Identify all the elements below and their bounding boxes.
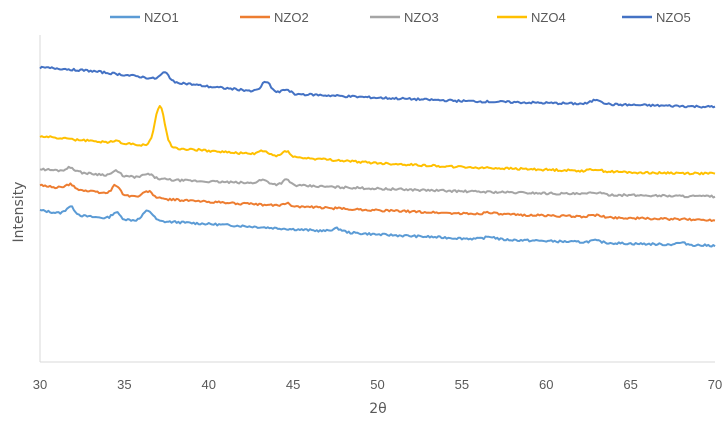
- series-line-nzo5: [39, 65, 716, 109]
- plot-area: [39, 35, 716, 363]
- x-tick-label: 35: [117, 377, 131, 392]
- x-tick-labels: 30 35 40 45 50 55 60 65 70: [33, 377, 722, 392]
- legend-label-nzo4: NZO4: [531, 10, 566, 25]
- series-line-nzo2: [39, 182, 716, 222]
- x-tick-label: 70: [708, 377, 722, 392]
- series-line-nzo1: [39, 205, 716, 248]
- legend-label-nzo3: NZO3: [404, 10, 439, 25]
- legend: NZO1 NZO2 NZO3 NZO4 NZO5: [110, 10, 691, 25]
- series-line-nzo3: [39, 165, 716, 199]
- legend-label-nzo2: NZO2: [274, 10, 309, 25]
- x-tick-label: 30: [33, 377, 47, 392]
- y-axis-title: Intensity: [11, 182, 27, 243]
- x-tick-label: 65: [623, 377, 637, 392]
- x-tick-label: 50: [370, 377, 384, 392]
- legend-label-nzo5: NZO5: [656, 10, 691, 25]
- series-layer: [39, 65, 716, 248]
- x-tick-label: 60: [539, 377, 553, 392]
- x-tick-label: 40: [202, 377, 216, 392]
- series-line-nzo4: [39, 105, 716, 176]
- x-tick-label: 55: [455, 377, 469, 392]
- x-tick-label: 45: [286, 377, 300, 392]
- x-axis-title: 2θ: [369, 401, 386, 417]
- legend-label-nzo1: NZO1: [144, 10, 179, 25]
